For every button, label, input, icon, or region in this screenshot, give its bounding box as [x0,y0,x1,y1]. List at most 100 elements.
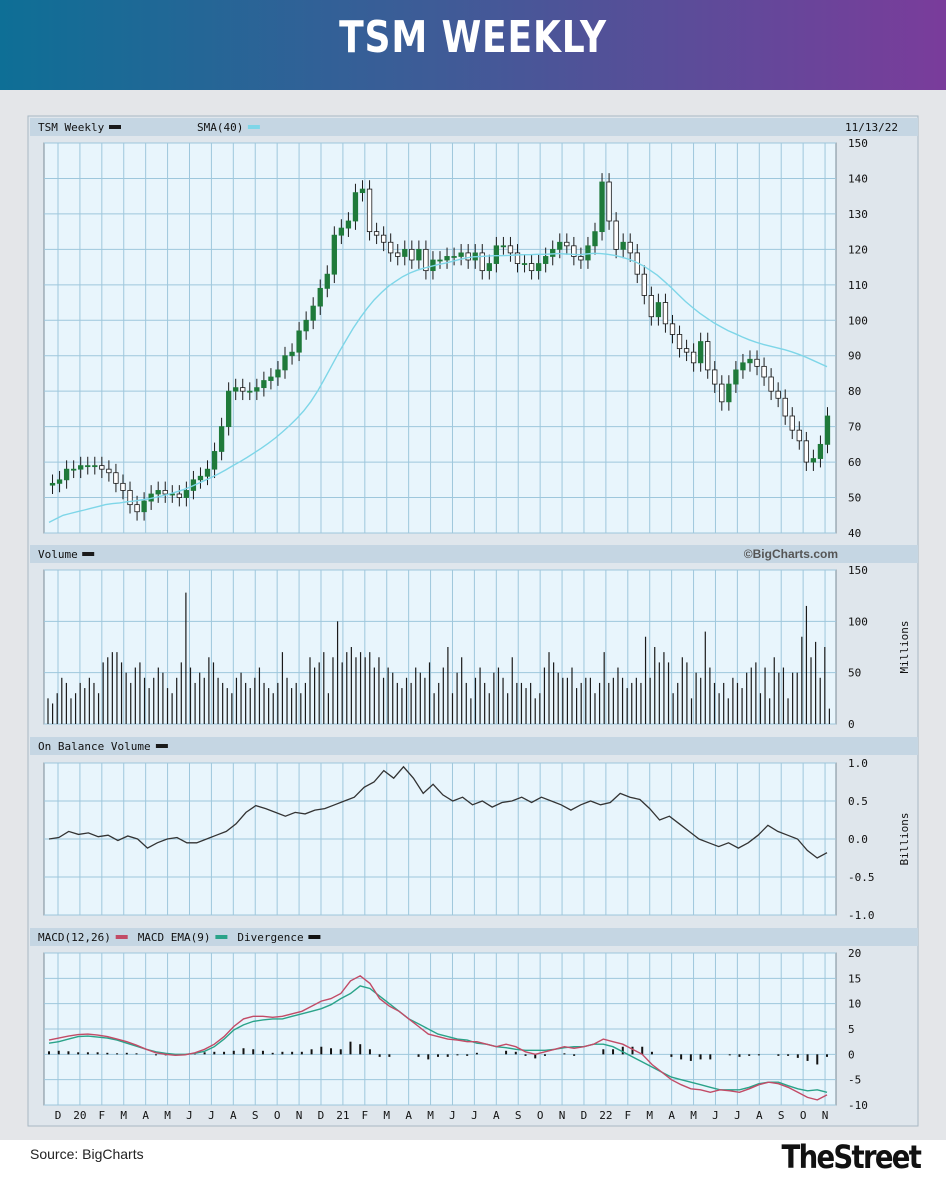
price-candle [155,490,161,495]
x-tick-label: O [800,1109,807,1122]
price-y-tick: 60 [848,456,861,469]
price-candle [655,302,662,318]
price-legend-swatch [109,125,121,129]
x-tick-label: J [449,1109,456,1122]
price-candle [402,248,408,257]
price-candle [557,241,563,250]
price-candle [225,390,232,428]
price-plot-area [43,142,837,534]
price-candle [113,472,119,484]
x-tick-label: J [208,1109,215,1122]
price-candle [620,241,626,250]
on_balance_volume-y-tick: -1.0 [848,909,875,922]
x-tick-label: F [362,1109,369,1122]
macd-y-tick: -10 [848,1099,868,1112]
x-tick-label: A [405,1109,412,1122]
x-tick-label: O [274,1109,281,1122]
price-candle [268,376,274,381]
macd-y-tick: 0 [848,1048,855,1061]
on_balance_volume-header-band [30,737,918,755]
x-tick-label: O [537,1109,544,1122]
price-candle [528,263,535,272]
price-candle [338,227,345,236]
price-header-band [30,118,918,136]
price-candle [782,397,788,417]
price-candle [705,341,711,371]
on_balance_volume-y-tick: -0.5 [848,871,875,884]
volume-y-tick: 100 [848,615,868,628]
price-candle [99,465,105,470]
price-candle [63,468,70,481]
price-candle [416,248,422,261]
price-candle [56,479,63,484]
price-candle [85,465,91,468]
volume-y-tick: 150 [848,564,868,577]
x-tick-label: S [515,1109,522,1122]
price-candle [486,263,492,272]
x-tick-label: 21 [336,1109,349,1122]
price-candle [380,234,387,243]
price-candle [78,465,84,470]
x-tick-label: M [427,1109,434,1122]
price-candle [500,245,507,248]
price-candle [571,245,577,257]
volume-header-band [30,545,918,563]
header-banner: TSM WEEKLY [0,0,946,90]
price-candle [331,234,337,275]
price-candle [662,302,669,325]
price-candle [366,188,373,233]
x-tick-label: J [734,1109,741,1122]
macd-y-tick: 20 [848,947,861,960]
macd-legend-swatch [308,935,321,939]
price-candle [240,387,246,392]
price-candle [606,181,612,222]
price-candle [817,443,824,459]
sma-line [48,252,828,524]
price-candle [49,482,56,486]
x-tick-label: A [230,1109,237,1122]
macd-y-tick: 10 [848,998,861,1011]
volume-plot-area [43,569,837,725]
price-candle [754,358,760,367]
chart-date: 11/13/22 [845,121,898,134]
price-y-tick: 90 [848,350,861,363]
price-candle [310,305,316,321]
price-candle [564,241,570,247]
price-candle [141,500,147,513]
price-y-tick: 80 [848,385,861,398]
price-candle [254,387,260,392]
price-candle [282,355,288,371]
on_balance_volume-y-tick: 0.0 [848,833,868,846]
price-candle [317,287,323,307]
price-y-tick: 150 [848,137,868,150]
price-candle [641,273,647,296]
price-candle [92,465,98,468]
macd-legend-label: MACD(12,26) [38,931,111,944]
price-candle [740,362,746,371]
macd-y-tick: 15 [848,972,861,985]
price-y-tick: 140 [848,172,868,185]
price-candle [162,490,168,495]
price-candle [803,440,809,463]
macd-legend-label: MACD EMA(9) [138,931,211,944]
price-candle [303,319,309,332]
source-note: Source: BigCharts [30,1146,144,1162]
price-y-tick: 100 [848,314,868,327]
x-tick-label: M [164,1109,171,1122]
price-candle [768,376,774,392]
price-legend-label: TSM Weekly [38,121,105,134]
volume-legend-swatch [82,552,95,556]
x-tick-label: S [778,1109,785,1122]
price-candle [592,231,598,247]
price-y-tick: 70 [848,421,861,434]
x-tick-label: 22 [599,1109,612,1122]
volume-legend-label: Volume [38,548,78,561]
price-candle [550,248,556,257]
x-tick-label: N [822,1109,829,1122]
price-candle [761,365,767,378]
price-candle [627,241,633,254]
price-candle [423,248,429,272]
x-tick-label: D [318,1109,325,1122]
price-candle [359,188,366,194]
x-tick-label: J [186,1109,193,1122]
